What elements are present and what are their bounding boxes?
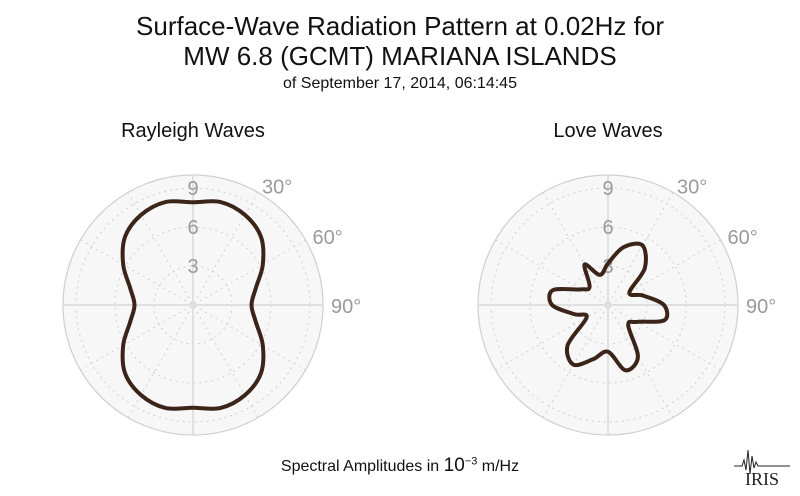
- chart-title-line1: Surface-Wave Radiation Pattern at 0.02Hz…: [136, 11, 664, 41]
- love-rtick-label-2: 9: [602, 178, 613, 200]
- iris-logo: IRIS: [734, 449, 790, 488]
- rayleigh-rtick-label-2: 9: [187, 178, 198, 200]
- rayleigh-plot-title: Rayleigh Waves: [121, 120, 265, 142]
- love-spoke-30: [542, 192, 674, 418]
- logo-text: IRIS: [745, 469, 779, 488]
- love-plot-title: Love Waves: [553, 120, 663, 142]
- love-angle-label-1: 60°: [728, 227, 758, 249]
- love-spoke-120: [495, 239, 721, 371]
- footer-base: 10: [443, 455, 465, 476]
- love-angle-label-0: 30°: [677, 176, 707, 198]
- love-pattern-curve: [547, 241, 670, 373]
- rayleigh-spoke-60: [80, 239, 306, 371]
- footer-unit: m/Hz: [477, 458, 520, 475]
- rayleigh-angle-label-2: 90°: [331, 296, 361, 318]
- amplitude-units-footer: Spectral Amplitudes in 10−3 m/Hz: [0, 455, 800, 477]
- footer-prefix: Spectral Amplitudes in: [280, 458, 444, 475]
- rayleigh-spoke-120: [80, 239, 306, 371]
- chart-title-line2: MW 6.8 (GCMT) MARIANA ISLANDS: [183, 41, 617, 71]
- rayleigh-rtick-label-1: 6: [187, 217, 198, 239]
- rayleigh-spoke-30: [127, 192, 259, 418]
- love-spoke-150: [542, 192, 674, 418]
- rayleigh-angle-label-0: 30°: [262, 176, 292, 198]
- rayleigh-pattern-curve: [120, 199, 266, 411]
- footer-exponent: −3: [464, 455, 478, 468]
- rayleigh-angle-label-1: 60°: [313, 227, 343, 249]
- love-angle-label-2: 90°: [746, 296, 776, 318]
- love-spoke-60: [495, 239, 721, 371]
- rayleigh-spoke-150: [127, 192, 259, 418]
- rayleigh-rtick-label-0: 3: [187, 256, 198, 278]
- chart-subtitle: of September 17, 2014, 06:14:45: [283, 75, 517, 92]
- love-rtick-label-1: 6: [602, 217, 613, 239]
- love-rtick-label-0: 3: [602, 256, 613, 278]
